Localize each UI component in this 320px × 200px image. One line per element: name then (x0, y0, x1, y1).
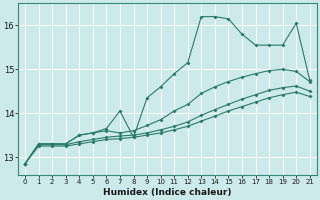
X-axis label: Humidex (Indice chaleur): Humidex (Indice chaleur) (103, 188, 232, 197)
